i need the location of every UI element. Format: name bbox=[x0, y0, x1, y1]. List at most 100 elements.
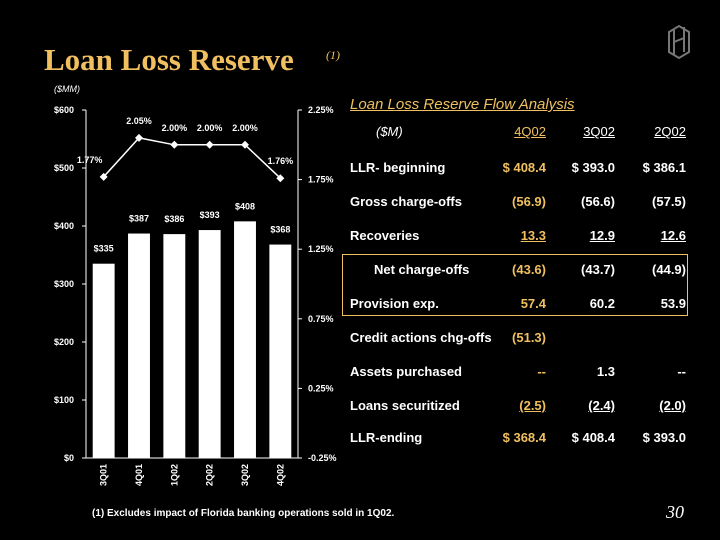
ratio-point-label: 1.77% bbox=[77, 155, 103, 165]
flow-cell-4q02: -- bbox=[537, 364, 546, 379]
right-tick-label: 1.75% bbox=[308, 175, 334, 185]
category-label: 3Q01 bbox=[99, 464, 109, 486]
flow-row-label: Net charge-offs bbox=[374, 262, 470, 277]
title-footnote-marker: (1) bbox=[326, 48, 340, 62]
net-chargeoff-highlight-box bbox=[342, 254, 688, 316]
loan-loss-reserve-chart: ($MM) $0 $100 $200 $300 $400 $500 $600 -0.25% 0.2… bbox=[54, 84, 337, 486]
flow-row-label: Provision exp. bbox=[350, 296, 439, 311]
right-tick-label: 2.25% bbox=[308, 105, 334, 115]
bank-logo-icon bbox=[668, 24, 690, 60]
right-tick-label: 1.25% bbox=[308, 244, 334, 254]
bar-value-label: $387 bbox=[129, 214, 149, 224]
left-tick-label: $300 bbox=[54, 279, 74, 289]
left-tick-label: $400 bbox=[54, 221, 74, 231]
flow-cell-3q02: (56.6) bbox=[581, 194, 615, 209]
flow-cell-3q02: $ 393.0 bbox=[571, 160, 615, 175]
flow-header-4q02: 4Q02 bbox=[514, 124, 546, 139]
flow-cell-2q02: (57.5) bbox=[652, 194, 686, 209]
flow-row: Loans securitized (2.5) (2.4) (2.0) bbox=[350, 398, 690, 418]
page-number: 30 bbox=[666, 502, 684, 522]
flow-row: LLR-ending $ 368.4 $ 408.4 $ 393.0 bbox=[350, 430, 690, 450]
unit-label: ($MM) bbox=[54, 84, 80, 94]
flow-cell-2q02: 12.6 bbox=[660, 228, 686, 243]
left-tick-label: $0 bbox=[64, 453, 74, 463]
bar-value-label: $393 bbox=[200, 210, 220, 220]
slide-title: Loan Loss Reserve bbox=[44, 42, 294, 77]
flow-row: Credit actions chg-offs (51.3) bbox=[350, 330, 690, 350]
bar-value-label: $335 bbox=[94, 244, 114, 254]
ratio-point bbox=[170, 140, 179, 149]
flow-cell-2q02: (44.9) bbox=[652, 262, 686, 277]
flow-cell-2q02: 53.9 bbox=[660, 296, 686, 311]
bar bbox=[198, 230, 221, 458]
bar bbox=[269, 244, 292, 458]
category-label: 4Q01 bbox=[134, 464, 144, 486]
ratio-point bbox=[99, 172, 108, 181]
flow-cell-2q02: (2.0) bbox=[659, 398, 686, 413]
flow-cell-2q02: $ 386.1 bbox=[642, 160, 686, 175]
flow-cell-4q02: (56.9) bbox=[512, 194, 546, 209]
bar bbox=[163, 234, 186, 458]
flow-cell-3q02: 1.3 bbox=[596, 364, 615, 379]
flow-row: Provision exp. 57.4 60.2 53.9 bbox=[350, 296, 690, 316]
bar-value-label: $368 bbox=[270, 225, 290, 235]
flow-row-label: LLR-ending bbox=[350, 430, 423, 445]
flow-cell-4q02: (51.3) bbox=[512, 330, 546, 345]
left-tick-label: $500 bbox=[54, 163, 74, 173]
ratio-point-label: 2.00% bbox=[162, 123, 188, 133]
bar-value-label: $386 bbox=[164, 214, 184, 224]
category-label: 4Q02 bbox=[275, 464, 285, 486]
flow-table-header: ($M) 4Q02 3Q02 2Q02 bbox=[350, 124, 690, 144]
flow-header-2q02: 2Q02 bbox=[654, 124, 686, 139]
bar bbox=[92, 263, 115, 458]
flow-header-unit: ($M) bbox=[376, 124, 403, 139]
flow-cell-3q02: 60.2 bbox=[589, 296, 615, 311]
flow-row-label: LLR- beginning bbox=[350, 160, 446, 175]
bar bbox=[234, 221, 256, 458]
flow-analysis-title: Loan Loss Reserve Flow Analysis bbox=[350, 96, 575, 113]
footnote: (1) Excludes impact of Florida banking o… bbox=[92, 508, 395, 519]
left-tick-label: $100 bbox=[54, 395, 74, 405]
left-tick-label: $200 bbox=[54, 337, 74, 347]
left-tick-label: $600 bbox=[54, 105, 74, 115]
ratio-line bbox=[103, 137, 281, 179]
ratio-point bbox=[241, 140, 249, 149]
flow-cell-4q02: 13.3 bbox=[520, 228, 546, 243]
bar bbox=[128, 233, 150, 458]
category-label: 3Q02 bbox=[240, 464, 250, 486]
ratio-point-label: 2.00% bbox=[197, 123, 223, 133]
right-tick-label: 0.25% bbox=[308, 383, 334, 393]
flow-row: LLR- beginning $ 408.4 $ 393.0 $ 386.1 bbox=[350, 160, 690, 180]
ratio-point-label: 2.00% bbox=[232, 123, 258, 133]
flow-row-label: Recoveries bbox=[350, 228, 420, 243]
category-label: 1Q02 bbox=[169, 464, 179, 486]
right-tick-label: 0.75% bbox=[308, 314, 334, 324]
ratio-point bbox=[135, 133, 143, 142]
flow-row: Assets purchased -- 1.3 -- bbox=[350, 364, 690, 384]
flow-row: Recoveries 13.3 12.9 12.6 bbox=[350, 228, 690, 248]
ratio-point-label: 2.05% bbox=[126, 116, 152, 126]
flow-cell-4q02: $ 408.4 bbox=[502, 160, 546, 175]
flow-cell-2q02: -- bbox=[677, 364, 686, 379]
flow-cell-3q02: (43.7) bbox=[581, 262, 615, 277]
flow-cell-2q02: $ 393.0 bbox=[642, 430, 686, 445]
flow-cell-3q02: 12.9 bbox=[589, 228, 615, 243]
flow-row-label: Credit actions chg-offs bbox=[350, 330, 492, 345]
flow-row-label: Gross charge-offs bbox=[350, 194, 462, 209]
flow-cell-4q02: (43.6) bbox=[512, 262, 546, 277]
ratio-point bbox=[276, 174, 285, 183]
flow-cell-4q02: (2.5) bbox=[519, 398, 546, 413]
ratio-point bbox=[205, 140, 214, 149]
flow-row: Net charge-offs (43.6) (43.7) (44.9) bbox=[350, 262, 690, 282]
bar-value-label: $408 bbox=[235, 201, 255, 211]
flow-cell-3q02: (2.4) bbox=[588, 398, 615, 413]
right-tick-label: -0.25% bbox=[308, 453, 337, 463]
ratio-point-label: 1.76% bbox=[268, 156, 294, 166]
flow-cell-4q02: 57.4 bbox=[520, 296, 546, 311]
flow-header-3q02: 3Q02 bbox=[583, 124, 615, 139]
flow-cell-4q02: $ 368.4 bbox=[502, 430, 546, 445]
flow-row-label: Loans securitized bbox=[350, 398, 460, 413]
flow-row: Gross charge-offs (56.9) (56.6) (57.5) bbox=[350, 194, 690, 214]
flow-row-label: Assets purchased bbox=[350, 364, 462, 379]
flow-cell-3q02: $ 408.4 bbox=[571, 430, 615, 445]
